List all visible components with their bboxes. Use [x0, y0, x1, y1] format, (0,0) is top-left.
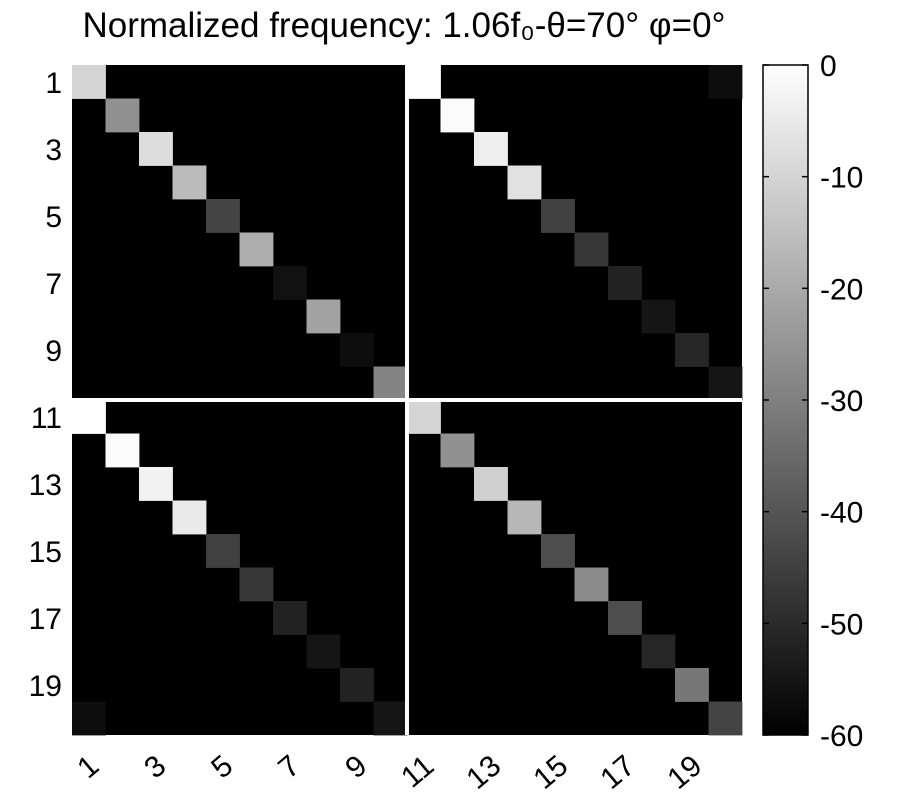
y-tick-label: 15: [29, 536, 62, 569]
heatmap-cell-r8-c8: [306, 299, 341, 334]
colorbar-tick-label: -40: [820, 497, 863, 530]
x-tick-label: 15: [527, 749, 574, 796]
heatmap-cell-r6-c16: [574, 232, 609, 267]
heatmap-cell-r4-c4: [172, 165, 207, 200]
colorbar-tick-label: 0: [820, 50, 837, 83]
heatmap-cell-r7-c7: [273, 266, 307, 300]
colorbar-tick-label: -60: [820, 720, 863, 753]
heatmap-cell-r3-c3: [139, 132, 173, 166]
heatmap-cell-r20-c10: [373, 701, 408, 736]
chart-title: Normalized frequency: 1.06f₀-θ=70° φ=0°: [82, 6, 726, 45]
y-tick-label: 7: [45, 268, 62, 301]
heatmap-cell-r12-c2: [105, 433, 140, 468]
heatmap-cell-r11-c1: [72, 400, 106, 434]
y-tick-label: 1: [45, 67, 62, 100]
y-tick-label: 19: [29, 670, 62, 703]
x-tick-label: 1: [71, 749, 105, 785]
heatmap-cell-r1-c1: [72, 65, 106, 99]
x-tick-label: 5: [205, 749, 239, 785]
heatmap-cell-r20-c20: [708, 701, 743, 736]
heatmap-cell-r18-c18: [641, 634, 676, 669]
heatmap-cell-r14-c4: [172, 500, 207, 535]
y-tick-label: 9: [45, 335, 62, 368]
heatmap-cell-r16-c16: [574, 567, 609, 602]
heatmap-cell-r14-c14: [507, 500, 542, 535]
heatmap-cell-r13-c3: [139, 467, 173, 501]
heatmap-cell-r13-c13: [474, 467, 508, 501]
heatmap-cell-r2-c2: [105, 98, 140, 133]
block-dividers: [72, 65, 742, 735]
heatmap-cell-r20-c1: [72, 701, 106, 736]
y-tick-label: 13: [29, 469, 62, 502]
heatmap-cell-r5-c15: [541, 199, 575, 233]
colorbar-tick-label: -30: [820, 385, 863, 418]
y-tick-label: 5: [45, 201, 62, 234]
colorbar-tick-label: -10: [820, 162, 863, 195]
heatmap-cell-r1-c11: [407, 65, 441, 99]
heatmap-cell-r11-c11: [407, 400, 441, 434]
y-tick-label: 11: [31, 402, 62, 435]
heatmap-cell-r3-c13: [474, 132, 508, 166]
heatmap-cell-r19-c19: [675, 668, 709, 702]
heatmap-cell-r6-c6: [239, 232, 274, 267]
heatmap-cell-r1-c20: [708, 65, 743, 99]
x-tick-label: 13: [460, 749, 507, 796]
x-tick-label: 7: [272, 749, 306, 785]
heatmap-cell-r17-c7: [273, 601, 307, 635]
x-tick-label: 11: [395, 749, 440, 794]
heatmap-cell-r8-c18: [641, 299, 676, 334]
heatmap-cell-r17-c17: [608, 601, 642, 635]
y-tick-label: 3: [45, 134, 62, 167]
x-tick-label: 19: [661, 749, 708, 796]
colorbar-gradient: [762, 64, 809, 736]
heatmap-cell-r4-c14: [507, 165, 542, 200]
colorbar-tick-label: -20: [820, 273, 863, 306]
heatmap-cell-r18-c8: [306, 634, 341, 669]
heatmap-cell-r10-c20: [708, 366, 743, 401]
heatmap-cell-r9-c9: [340, 333, 374, 367]
heatmap-cell-r15-c5: [206, 534, 240, 568]
heatmap-cell-r5-c5: [206, 199, 240, 233]
heatmap-cell-r15-c15: [541, 534, 575, 568]
heatmap-cell-r19-c9: [340, 668, 374, 702]
heatmap-cell-r2-c12: [440, 98, 475, 133]
heatmap-cell-r7-c17: [608, 266, 642, 300]
colorbar-tick-label: -50: [820, 608, 863, 641]
x-axis-ticks: 1 3 5 7 9 11 13 15 17 19: [71, 749, 708, 796]
heatmap-cell-r10-c10: [373, 366, 408, 401]
x-tick-label: 9: [339, 749, 373, 785]
y-tick-label: 17: [29, 603, 62, 636]
heatmap-cell-r12-c12: [440, 433, 475, 468]
colorbar: 0 -10 -20 -30 -40 -50 -60: [762, 50, 863, 753]
heatmap-cell-r9-c19: [675, 333, 709, 367]
heatmap-cell-r16-c6: [239, 567, 274, 602]
x-tick-label: 3: [138, 749, 172, 785]
x-tick-label: 17: [594, 749, 641, 796]
